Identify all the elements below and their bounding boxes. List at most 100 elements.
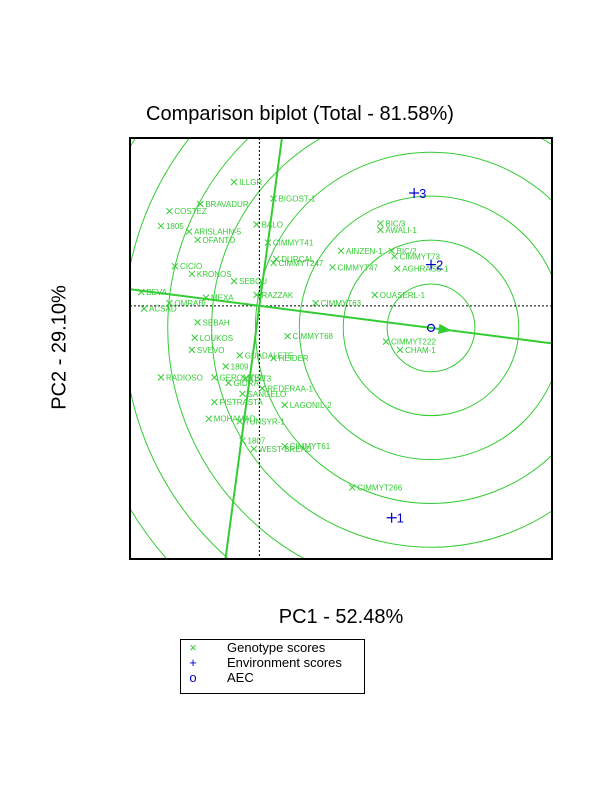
genotype-label: CIMMYT266 <box>357 483 402 492</box>
genotype-point <box>188 346 196 354</box>
genotype-point <box>194 319 201 326</box>
genotype-point <box>222 363 230 370</box>
environment-point <box>426 259 437 270</box>
genotype-point <box>211 374 218 381</box>
genotype-label: RAZZAK <box>262 291 294 300</box>
genotype-point <box>253 221 260 228</box>
genotype-point <box>137 288 145 296</box>
genotype-label: COSTEZ <box>174 207 207 216</box>
genotype-label: OFANTO <box>203 236 236 245</box>
genotype-label: GUADALETE <box>245 351 293 360</box>
genotype-label: 1809 <box>231 362 249 371</box>
genotype-label: DURCAL <box>281 255 314 264</box>
genotype-point <box>270 195 277 202</box>
genotype-symbol-icon: × <box>189 640 197 655</box>
genotype-label: BRAVADUR <box>205 200 248 209</box>
genotype-label: ARISLAHN-5 <box>194 228 242 237</box>
genotype-label: 1805 <box>166 222 184 231</box>
genotype-label: OST3 <box>250 374 271 383</box>
genotype-label: AGHRASS-1 <box>402 264 449 273</box>
genotype-label: FISTRASTA <box>219 398 263 407</box>
genotype-point <box>388 247 395 255</box>
genotype-point <box>270 259 277 267</box>
legend-label-aec: AEC <box>227 670 254 685</box>
legend-item-aec: o AEC <box>181 670 364 685</box>
genotype-label: BALO <box>262 220 283 229</box>
environment-label: 2 <box>436 258 443 273</box>
genotype-label: MEXA <box>211 294 234 303</box>
y-axis-label: PC2 - 29.10% <box>48 285 71 410</box>
genotype-label: OUASERL-1 <box>380 291 426 300</box>
genotype-label: 1807 <box>248 437 266 446</box>
genotype-label: BEVA <box>146 288 167 297</box>
genotype-point <box>185 228 193 235</box>
genotype-label: HEIDER <box>278 354 308 363</box>
genotype-point <box>250 445 258 453</box>
aec-point <box>426 323 436 332</box>
genotype-point <box>205 415 213 423</box>
legend: × Genotype scores + Environment scores o… <box>180 639 365 694</box>
genotype-point <box>202 294 210 301</box>
genotype-label: CIMMYT247 <box>278 259 323 268</box>
environment-point <box>386 512 397 523</box>
concentric-circle <box>298 195 552 461</box>
genotype-label: BIC/3 <box>385 219 406 228</box>
genotype-label: CIMMYT47 <box>338 263 379 272</box>
genotype-label: SVEVO <box>197 346 225 355</box>
genotype-point <box>157 374 165 381</box>
genotype-label: RADIOSO <box>166 373 203 382</box>
genotype-point <box>270 354 277 362</box>
genotype-label: GEROMTEL <box>219 373 264 382</box>
genotype-label: MOHAMAD <box>214 415 256 424</box>
genotype-label: SANGELO <box>248 390 287 399</box>
concentric-circle <box>130 138 230 559</box>
genotype-point <box>194 236 201 244</box>
genotype-label: TUNSYR-1 <box>245 417 286 426</box>
concentric-circle <box>254 151 552 504</box>
aec-arrow-icon <box>438 323 452 334</box>
x-axis-label: PC1 - 52.48% <box>278 606 404 628</box>
genotype-label: AWALI-1 <box>385 226 417 235</box>
genotype-point <box>393 265 401 272</box>
genotype-point <box>348 484 356 491</box>
genotype-label: CIMMYT73 <box>399 252 440 261</box>
genotype-point <box>239 390 246 398</box>
environment-symbol-icon: + <box>189 655 197 670</box>
genotype-point <box>284 332 291 340</box>
genotype-point <box>281 401 289 409</box>
genotype-label: BIGOST-1 <box>278 195 315 204</box>
concentric-circle <box>167 138 307 559</box>
genotype-label: SEBAH <box>203 318 230 327</box>
genotype-point <box>329 263 336 271</box>
genotype-point <box>157 222 165 230</box>
genotype-label: OMRABI <box>174 299 206 308</box>
genotype-point <box>241 375 249 382</box>
genotype-point <box>382 338 390 345</box>
legend-label-environment: Environment scores <box>227 655 342 670</box>
genotype-label: ACSAD <box>149 305 177 314</box>
genotype-label: CIMMYT68 <box>293 332 334 341</box>
genotype-point <box>171 262 179 270</box>
genotype-point <box>230 178 238 186</box>
genotype-label: CIMMYT63 <box>321 299 362 308</box>
plot-frame <box>129 137 553 560</box>
legend-item-environment: + Environment scores <box>181 655 364 670</box>
genotype-label: LAGONIL-2 <box>290 401 332 410</box>
concentric-circle <box>211 138 552 548</box>
chart-title: Comparison biplot (Total - 81.58%) <box>146 103 454 125</box>
genotype-point <box>258 385 266 392</box>
legend-item-genotype: × Genotype scores <box>181 640 364 655</box>
genotype-point <box>166 299 173 307</box>
genotype-label: REDERAA-1 <box>267 384 313 393</box>
environment-label: 1 <box>397 511 404 526</box>
genotype-label: GIDRA <box>233 379 259 388</box>
genotype-point <box>377 226 384 234</box>
aec-symbol-icon: o <box>189 670 197 685</box>
genotype-point <box>396 346 404 354</box>
aec-ordinate-line <box>224 138 283 559</box>
genotype-label: SEBOU <box>239 277 267 286</box>
genotype-point <box>377 219 384 227</box>
genotype-point <box>337 247 345 255</box>
